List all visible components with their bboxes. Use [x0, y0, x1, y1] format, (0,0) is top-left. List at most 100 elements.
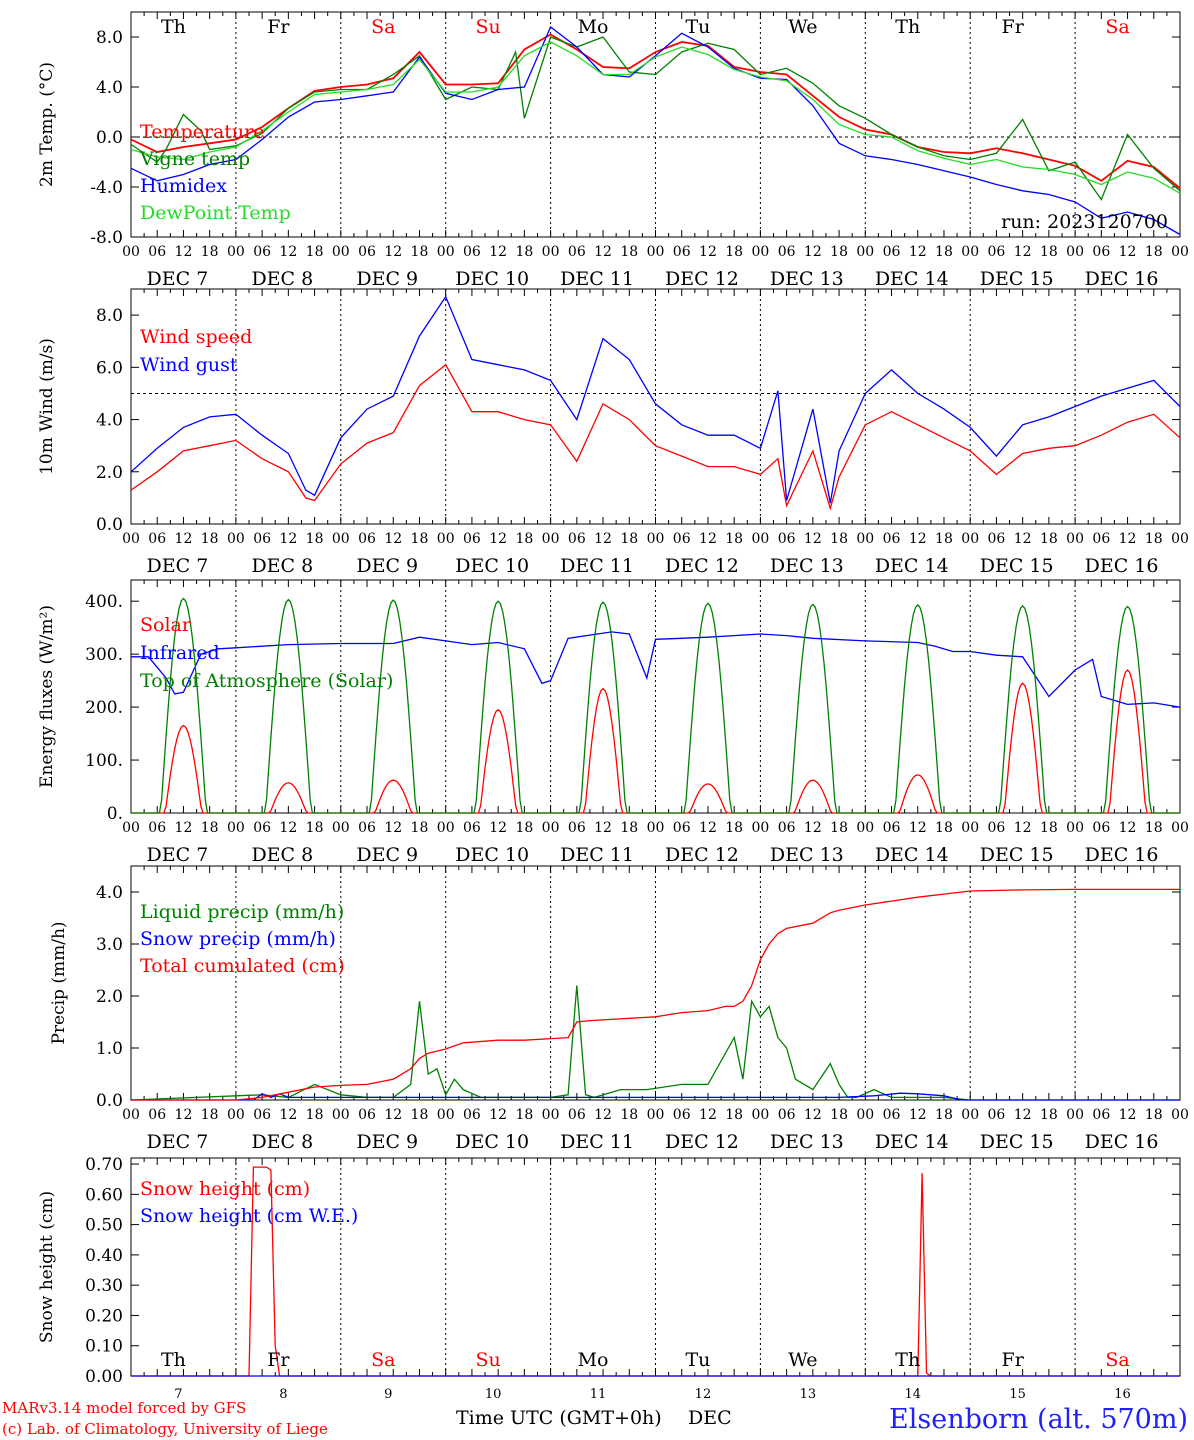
hour-tick-label: 00 [542, 244, 560, 260]
hour-tick-label: 06 [358, 244, 376, 260]
y-tick-label: 8.0 [96, 306, 123, 326]
hour-tick-label: 06 [673, 531, 691, 547]
weekday-label: Su [476, 16, 501, 38]
hour-tick-label: 00 [751, 244, 769, 260]
hour-tick-label: 06 [673, 1107, 691, 1123]
legend-entry: Temperature [140, 121, 264, 143]
date-label: DEC 15 [980, 268, 1054, 290]
date-label: DEC 7 [147, 1131, 209, 1153]
weekday-label: Th [161, 16, 186, 38]
hour-tick-label: 06 [568, 531, 586, 547]
hour-tick-label: 00 [647, 244, 665, 260]
hour-tick-label: 12 [175, 1107, 193, 1123]
hour-tick-label: 00 [227, 531, 245, 547]
date-label: DEC 8 [251, 555, 313, 577]
date-label: DEC 16 [1085, 1131, 1159, 1153]
hour-tick-label: 12 [279, 1107, 297, 1123]
weekday-label: Mo [578, 16, 609, 38]
hour-tick-label: 06 [1092, 531, 1110, 547]
hour-tick-label: 12 [1119, 531, 1137, 547]
hour-tick-label: 18 [830, 531, 848, 547]
hour-tick-label: 12 [279, 531, 297, 547]
hour-tick-label: 06 [253, 531, 271, 547]
chart-panel-2: 0.0 2.0 4.0 6.0 8.0 10m Wind (m/s) Wind speed W… [37, 288, 1189, 577]
hour-tick-label: 06 [253, 244, 271, 260]
hour-tick-label: 18 [1040, 244, 1058, 260]
date-label: DEC 13 [770, 555, 844, 577]
date-label: DEC 8 [251, 1131, 313, 1153]
hour-tick-label: 00 [856, 244, 874, 260]
date-label: DEC 10 [455, 844, 529, 866]
date-label: DEC 16 [1085, 844, 1159, 866]
hour-tick-label: 06 [568, 244, 586, 260]
date-label: DEC 11 [560, 555, 634, 577]
chart-panel-4: 0.0 1.0 2.0 3.0 4.0 Precip (mm/h) Liquid preci… [49, 865, 1189, 1153]
hour-tick-label: 00 [122, 820, 140, 836]
credit-lab: (c) Lab. of Climatology, University of L… [2, 1420, 328, 1438]
hour-tick-label: 12 [1119, 1107, 1137, 1123]
y-axis-label: Snow height (cm) [37, 1191, 57, 1343]
hour-tick-label: 06 [358, 820, 376, 836]
hour-tick-label: 06 [1092, 1107, 1110, 1123]
hour-tick-label: 06 [883, 244, 901, 260]
hour-tick-label: 06 [988, 531, 1006, 547]
hour-tick-label: 00 [751, 820, 769, 836]
hour-tick-label: 06 [148, 1107, 166, 1123]
hour-tick-label: 06 [148, 531, 166, 547]
date-label: 9 [384, 1387, 392, 1402]
hour-tick-label: 12 [594, 1107, 612, 1123]
date-label: DEC 11 [560, 268, 634, 290]
date-label: DEC 10 [455, 555, 529, 577]
date-label: DEC 12 [665, 1131, 739, 1153]
y-axis-label: 10m Wind (m/s) [37, 338, 57, 475]
date-label: DEC 13 [770, 844, 844, 866]
weekday-label: Sa [1105, 1349, 1129, 1371]
hour-tick-label: 06 [988, 1107, 1006, 1123]
date-label: 7 [174, 1387, 182, 1402]
hour-tick-label: 06 [673, 820, 691, 836]
hour-tick-label: 18 [725, 1107, 743, 1123]
weekday-label: Th [895, 1349, 920, 1371]
hour-tick-label: 00 [647, 531, 665, 547]
date-label: DEC 12 [665, 268, 739, 290]
y-tick-label: 0.60 [85, 1185, 123, 1205]
hour-tick-label: 00 [961, 1107, 979, 1123]
y-tick-label: 100. [85, 751, 123, 771]
y-tick-label: 0.0 [96, 515, 123, 535]
weekday-label: We [788, 1349, 817, 1371]
hour-tick-label: 12 [804, 531, 822, 547]
y-tick-label: 0.00 [85, 1367, 123, 1387]
y-tick-label: 6.0 [96, 358, 123, 378]
legend-entry: Snow precip (mm/h) [140, 928, 336, 950]
hour-tick-label: 18 [725, 244, 743, 260]
weekday-label: Fr [267, 16, 290, 38]
weekday-label: Fr [1002, 1349, 1025, 1371]
hour-tick-label: 18 [1145, 820, 1163, 836]
date-label: DEC 9 [356, 844, 418, 866]
hour-tick-label: 00 [961, 531, 979, 547]
date-label: DEC 7 [147, 555, 209, 577]
hour-tick-label: 06 [1092, 244, 1110, 260]
hour-tick-label: 00 [1171, 531, 1189, 547]
hour-tick-label: 00 [437, 531, 455, 547]
hour-tick-label: 12 [909, 244, 927, 260]
y-axis-label: Energy fluxes (W/m²) [37, 605, 57, 788]
date-label: DEC 16 [1085, 268, 1159, 290]
hour-tick-label: 18 [830, 244, 848, 260]
date-label: DEC 8 [251, 268, 313, 290]
hour-tick-label: 00 [122, 1107, 140, 1123]
y-tick-label: 0.70 [85, 1155, 123, 1175]
hour-tick-label: 00 [961, 820, 979, 836]
y-tick-label: 1.0 [96, 1039, 123, 1059]
hour-tick-label: 12 [279, 244, 297, 260]
hour-tick-label: 12 [489, 531, 507, 547]
hour-tick-label: 12 [384, 531, 402, 547]
hour-tick-label: 12 [804, 820, 822, 836]
hour-tick-label: 18 [935, 244, 953, 260]
hour-tick-label: 18 [515, 820, 533, 836]
hour-tick-label: 00 [647, 1107, 665, 1123]
hour-tick-label: 18 [515, 531, 533, 547]
series-line-blue [131, 1092, 1180, 1101]
weekday-label: Mo [578, 1349, 609, 1371]
